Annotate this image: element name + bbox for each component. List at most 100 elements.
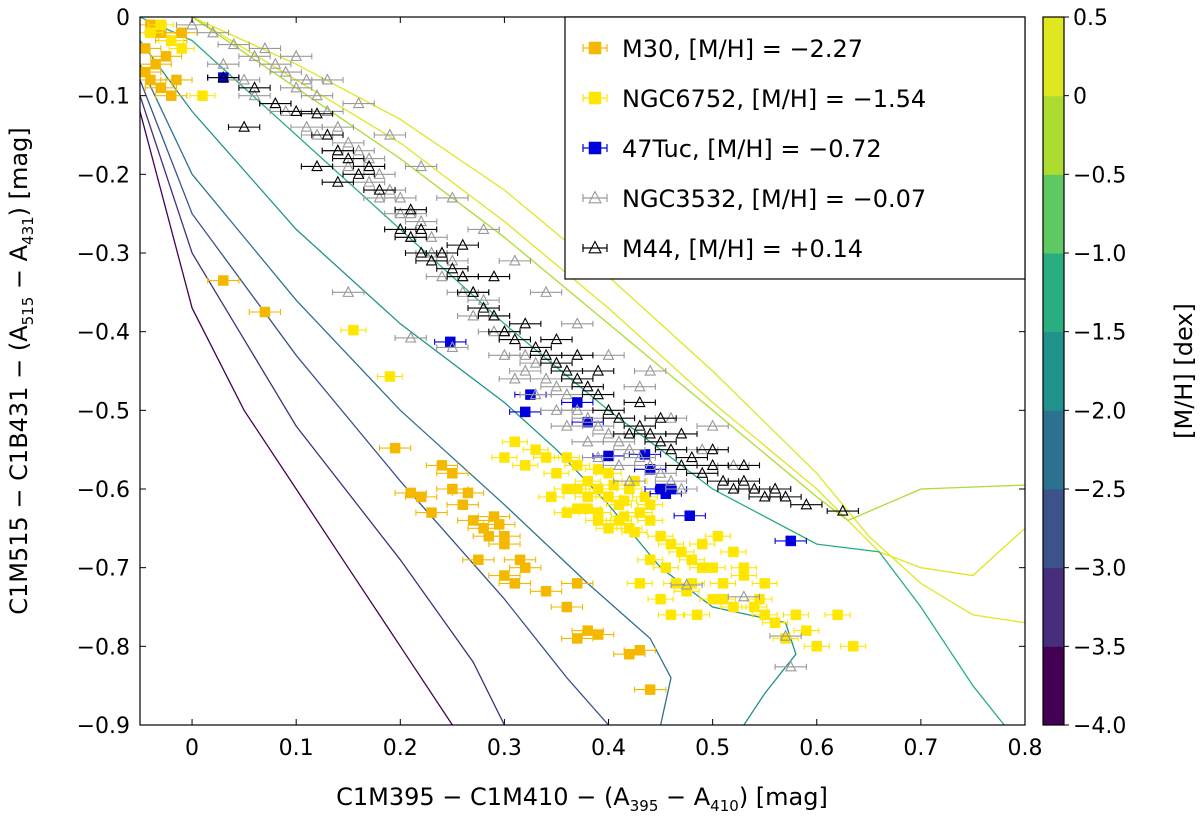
data-point-square xyxy=(603,450,614,462)
data-point-square xyxy=(405,487,416,499)
data-point-triangle xyxy=(727,482,740,494)
data-point-triangle xyxy=(394,222,407,234)
data-point-square xyxy=(603,468,614,479)
data-point-triangle xyxy=(342,285,355,297)
data-point-triangle xyxy=(446,254,459,266)
x-axis-ticks: 0 0.1 0.2 0.3 0.4 0.5 0.6 0.7 0.8 xyxy=(185,17,1043,761)
data-point-triangle xyxy=(331,175,344,187)
data-point-square xyxy=(348,324,359,336)
data-point-square xyxy=(618,511,630,522)
data-point-triangle xyxy=(738,458,750,470)
data-point-square xyxy=(676,546,687,558)
data-point-square xyxy=(618,495,630,507)
data-point-square xyxy=(499,452,510,463)
colorbar-tick-label: −3.0 xyxy=(1073,557,1126,582)
x-tick-label: 0.2 xyxy=(383,736,418,761)
data-point-triangle xyxy=(498,325,511,337)
data-point-square xyxy=(624,648,635,660)
data-point-triangle xyxy=(717,474,729,486)
legend-marker xyxy=(588,141,602,155)
data-point-square xyxy=(634,578,646,589)
data-point-triangle xyxy=(415,214,427,227)
data-point-triangle xyxy=(529,388,542,400)
data-point-square xyxy=(696,562,708,573)
data-point-triangle xyxy=(404,331,417,343)
colorbar-segment xyxy=(1043,489,1064,569)
data-point-square xyxy=(832,609,843,621)
data-point-triangle xyxy=(592,388,604,400)
data-point-square xyxy=(155,82,167,94)
data-point-square xyxy=(801,625,812,636)
data-point-square xyxy=(176,27,187,38)
data-point-square xyxy=(165,90,177,101)
data-point-triangle xyxy=(706,458,719,470)
colorbar-segment xyxy=(1043,646,1064,726)
isochrone-line xyxy=(140,95,505,725)
data-point-triangle xyxy=(550,380,563,392)
data-point-triangle xyxy=(602,403,615,415)
data-point-square xyxy=(582,475,593,487)
data-point-square xyxy=(160,51,172,62)
data-point-triangle xyxy=(321,104,334,116)
legend-marker xyxy=(588,240,602,254)
data-point-triangle xyxy=(342,159,355,172)
data-point-triangle xyxy=(529,340,542,352)
data-point-triangle xyxy=(488,270,500,282)
data-point-triangle xyxy=(748,482,761,494)
colorbar-tick-label: −4.0 xyxy=(1073,714,1126,739)
data-point-square xyxy=(499,530,510,542)
data-point-triangle xyxy=(394,207,407,219)
data-point-square xyxy=(592,483,604,495)
data-point-triangle xyxy=(311,107,323,119)
data-point-triangle xyxy=(581,435,594,447)
data-point-triangle xyxy=(404,230,417,242)
isochrone-line xyxy=(140,63,672,725)
data-point-square xyxy=(780,633,791,644)
colorbar-tick-label: −0.5 xyxy=(1073,163,1126,188)
data-point-square xyxy=(644,554,656,566)
data-point-triangle xyxy=(415,159,427,172)
legend-box xyxy=(564,16,1026,280)
data-point-square xyxy=(655,530,666,542)
data-point-square xyxy=(540,586,552,597)
colorbar-tick-label: 0.5 xyxy=(1073,6,1108,31)
y-tick-label: −0.1 xyxy=(77,85,130,110)
data-point-triangle xyxy=(779,629,792,641)
data-point-triangle xyxy=(238,120,250,132)
data-point-triangle xyxy=(561,364,573,376)
legend-label: NGC6752, [M/H] = −1.54 xyxy=(622,85,926,113)
data-point-triangle xyxy=(680,578,693,590)
x-tick-label: 0.5 xyxy=(695,736,730,761)
data-point-triangle xyxy=(311,128,323,140)
data-point-square xyxy=(572,397,583,408)
data-point-square xyxy=(691,609,703,621)
data-point-square xyxy=(634,645,646,656)
series-M44 xyxy=(207,70,859,516)
data-point-triangle xyxy=(425,254,438,266)
data-point-triangle xyxy=(446,191,459,203)
data-point-triangle xyxy=(654,466,667,478)
data-point-triangle xyxy=(352,144,365,156)
y-tick-label: −0.3 xyxy=(77,242,130,267)
data-point-triangle xyxy=(363,175,375,187)
data-point-triangle xyxy=(571,403,584,415)
data-point-triangle xyxy=(467,309,480,321)
data-point-triangle xyxy=(665,474,677,486)
data-point-square xyxy=(769,617,781,628)
data-point-triangle xyxy=(644,364,657,376)
data-point-triangle xyxy=(248,89,261,101)
legend: M30, [M/H] = −2.27 NGC6752, [M/H] = −1.54… xyxy=(564,16,1026,280)
y-tick-label: 0 xyxy=(116,6,130,31)
data-point-square xyxy=(165,35,177,46)
data-point-triangle xyxy=(602,348,615,360)
data-point-square xyxy=(790,609,802,621)
data-point-triangle xyxy=(300,120,313,132)
data-point-square xyxy=(717,578,729,589)
data-point-triangle xyxy=(186,18,198,30)
data-point-square xyxy=(728,601,739,613)
data-point-triangle xyxy=(342,152,355,164)
data-point-triangle xyxy=(602,427,615,439)
data-point-triangle xyxy=(269,96,282,109)
legend-label: NGC3532, [M/H] = −0.07 xyxy=(622,185,926,213)
